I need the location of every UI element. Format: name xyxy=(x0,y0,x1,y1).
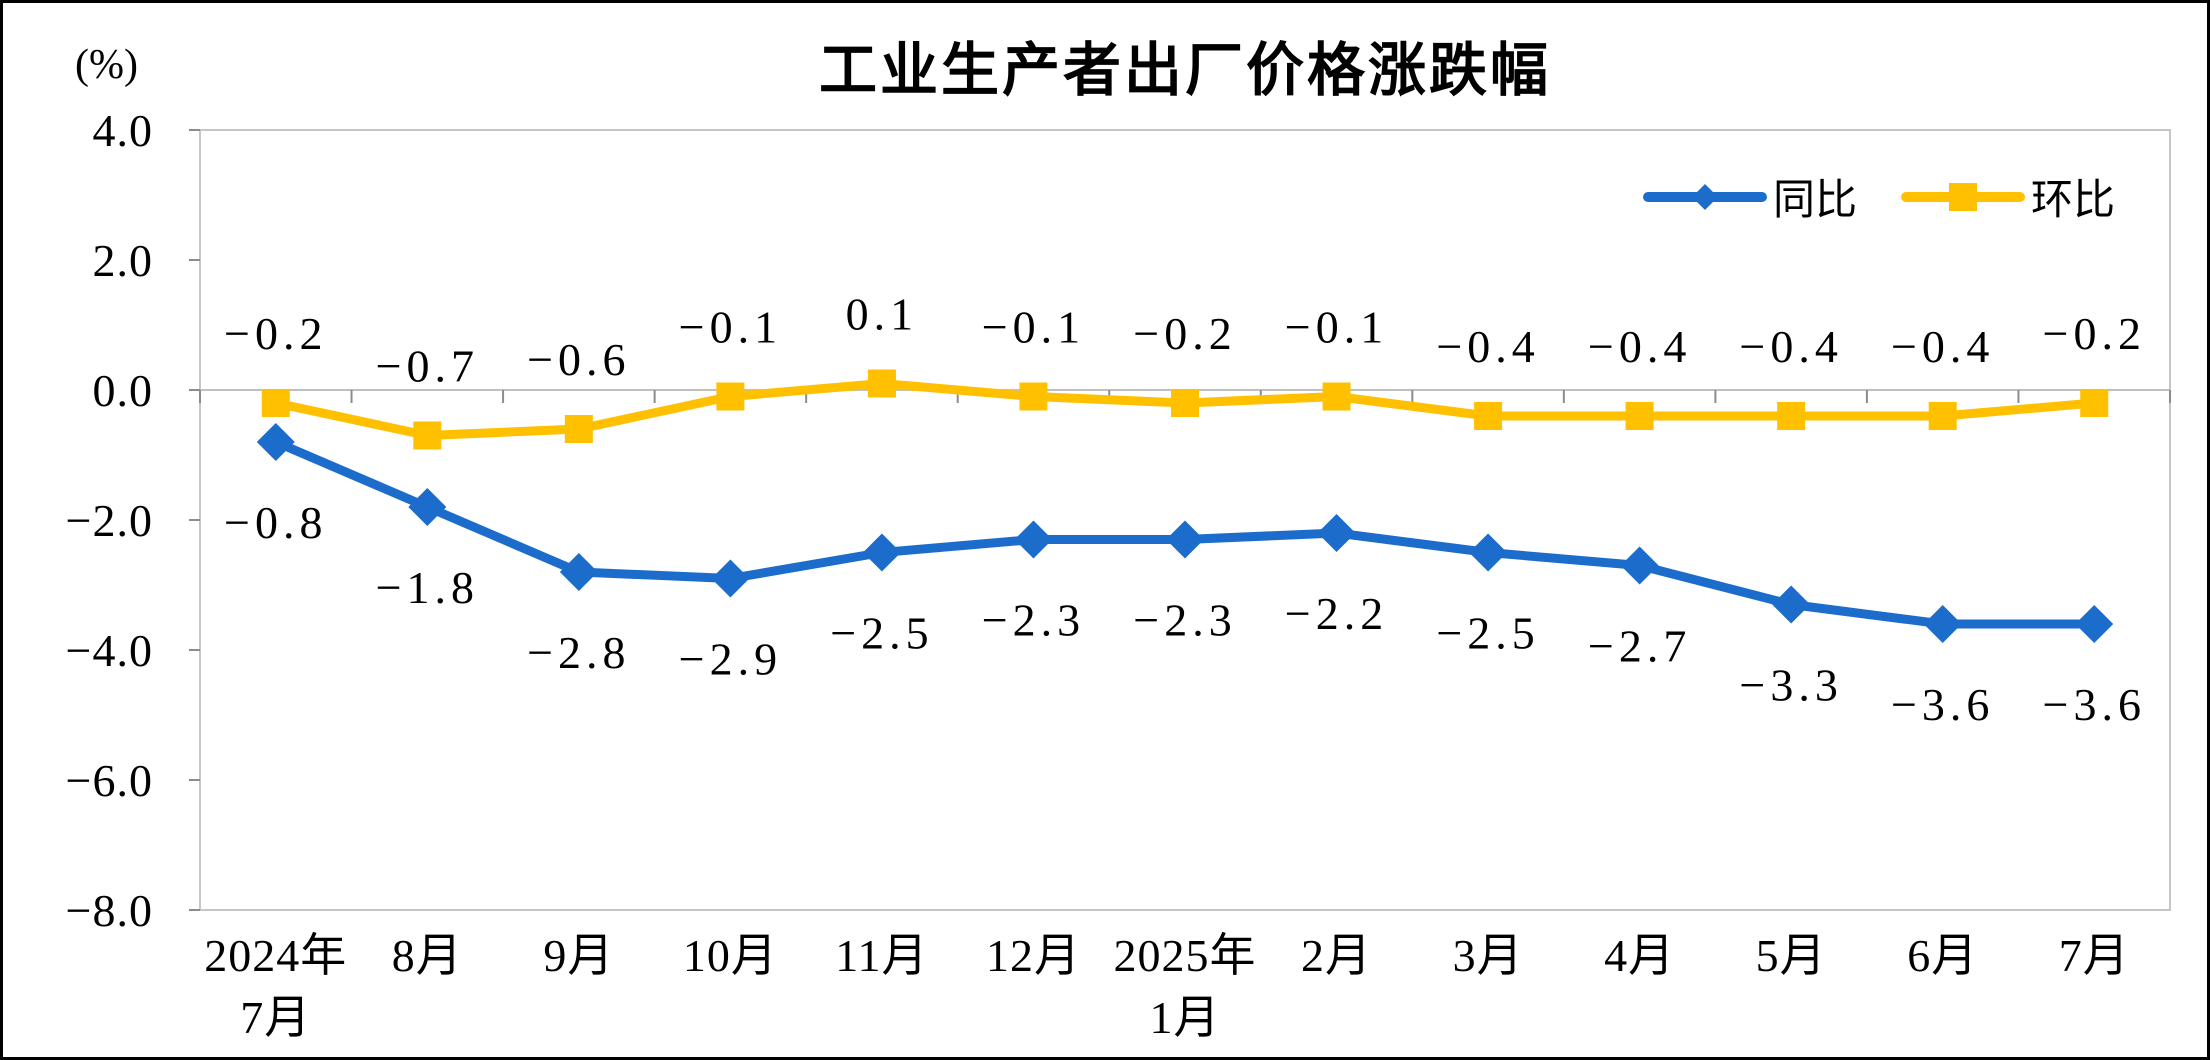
data-point-marker xyxy=(862,533,901,572)
y-tick-label: 4.0 xyxy=(93,105,154,156)
legend: 同比 环比 xyxy=(1643,166,2115,227)
x-tick-label-line2: 7月 xyxy=(240,992,311,1043)
data-label: −0.6 xyxy=(527,334,630,385)
data-point-marker xyxy=(408,488,447,526)
y-tick-label: −2.0 xyxy=(66,495,153,546)
data-point-marker xyxy=(1322,382,1351,411)
plot-area: 4.0 2.0 0.0 −2.0 −4.0 −6.0 −8.0 2024年 7月 8月 9月 10月 1… xyxy=(66,105,2171,1043)
huanbi-line-marker-icon xyxy=(1901,177,2026,217)
data-label: −3.6 xyxy=(1891,679,1994,730)
data-label: −0.4 xyxy=(1739,321,1842,372)
data-point-marker xyxy=(1469,533,1508,572)
data-label: −0.4 xyxy=(1436,321,1539,372)
data-label: −0.7 xyxy=(376,341,479,392)
tongbi-line-marker-icon xyxy=(1643,177,1767,217)
data-label: −2.2 xyxy=(1285,588,1388,639)
data-point-marker xyxy=(1772,585,1811,624)
x-tick-label: 8月 xyxy=(392,930,463,981)
data-point-marker xyxy=(867,369,896,398)
data-label: −2.7 xyxy=(1588,621,1691,672)
x-tick-label: 12月 xyxy=(986,930,1081,981)
data-point-marker xyxy=(1014,520,1053,559)
data-label: −3.3 xyxy=(1739,660,1842,711)
data-point-marker xyxy=(1625,402,1654,430)
data-label: −3.6 xyxy=(2043,679,2146,730)
data-label: −0.1 xyxy=(1285,302,1388,353)
x-tick-label: 5月 xyxy=(1756,930,1827,981)
data-point-marker xyxy=(716,382,745,411)
chart-title: 工业生产者出厂价格涨跌幅 xyxy=(818,38,1551,103)
y-tick-label: 0.0 xyxy=(93,365,154,416)
data-point-marker xyxy=(1474,402,1503,430)
data-point-marker xyxy=(1777,402,1806,430)
x-tick-label: 2月 xyxy=(1301,930,1372,981)
y-tick-label: 2.0 xyxy=(93,235,154,286)
data-point-marker xyxy=(1019,382,1048,411)
legend-label-huanbi: 环比 xyxy=(2031,178,2116,224)
data-point-marker xyxy=(2080,389,2109,417)
x-tick-label: 2025年 xyxy=(1114,930,1257,981)
legend-item-tongbi: 同比 xyxy=(1643,166,1857,227)
data-point-marker xyxy=(564,415,593,443)
x-tick-label: 11月 xyxy=(835,930,928,981)
data-label: −0.4 xyxy=(1588,321,1691,372)
data-label: −0.1 xyxy=(982,302,1085,353)
data-label: −2.9 xyxy=(679,634,782,685)
data-label: −0.1 xyxy=(679,302,782,353)
data-point-marker xyxy=(1923,605,1962,643)
y-tick-label: −6.0 xyxy=(66,755,153,806)
data-label: −2.3 xyxy=(1133,595,1236,646)
y-tick-label: −8.0 xyxy=(66,885,153,936)
data-label: −0.2 xyxy=(2043,308,2146,359)
x-tick-label: 9月 xyxy=(543,930,614,981)
data-point-marker xyxy=(1620,546,1659,585)
x-tick-label: 3月 xyxy=(1453,930,1524,981)
data-point-marker xyxy=(1171,389,1199,417)
data-label: −0.2 xyxy=(224,308,327,359)
data-point-marker xyxy=(1317,514,1356,552)
data-label: −2.8 xyxy=(527,627,630,678)
x-tick-label: 2024年 xyxy=(204,930,347,981)
x-tick-label-line2: 1月 xyxy=(1150,992,1221,1043)
data-label: −0.2 xyxy=(1133,308,1236,359)
data-point-marker xyxy=(1166,520,1204,559)
x-tick-label: 4月 xyxy=(1604,930,1675,981)
x-tick-label: 7月 xyxy=(2059,930,2130,981)
y-tick-label: −4.0 xyxy=(66,625,153,676)
plot-border xyxy=(199,129,2171,911)
x-tick-label: 6月 xyxy=(1907,930,1978,981)
data-point-marker xyxy=(711,559,750,598)
data-point-marker xyxy=(261,389,290,417)
data-label: −1.8 xyxy=(376,562,479,613)
data-point-marker xyxy=(256,423,295,461)
x-tick-label: 10月 xyxy=(683,930,778,981)
data-label: −0.4 xyxy=(1891,321,1994,372)
data-point-marker xyxy=(559,553,598,591)
data-label: −2.5 xyxy=(1436,608,1539,659)
data-label: −0.8 xyxy=(224,497,327,548)
y-axis-unit-label: (%) xyxy=(75,42,138,88)
legend-label-tongbi: 同比 xyxy=(1773,178,1858,224)
data-point-marker xyxy=(1928,402,1957,430)
data-point-marker xyxy=(413,421,442,450)
data-label: −2.3 xyxy=(982,595,1085,646)
data-label: 0.1 xyxy=(846,289,919,340)
legend-item-huanbi: 环比 xyxy=(1901,166,2115,227)
data-label: −2.5 xyxy=(830,608,933,659)
data-point-marker xyxy=(2075,605,2114,643)
